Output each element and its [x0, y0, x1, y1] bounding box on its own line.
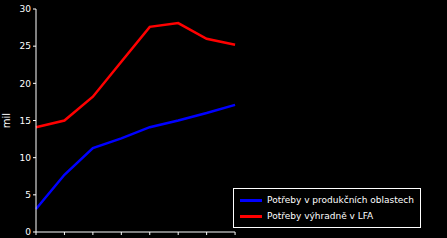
svg-text:20: 20 [20, 79, 32, 89]
svg-text:25: 25 [20, 41, 31, 51]
svg-text:15: 15 [20, 116, 31, 126]
svg-text:5: 5 [25, 190, 31, 200]
svg-text:0: 0 [25, 227, 31, 237]
svg-text:10: 10 [20, 153, 32, 163]
svg-text:mil: mil [8, 113, 12, 128]
svg-text:30: 30 [20, 4, 32, 14]
html-text:Potřeby výhradně v LFA: Potřeby výhradně v LFA [267, 211, 374, 221]
html-text:Potřeby v produkčních oblastec: Potřeby v produkčních oblastech [267, 195, 414, 205]
